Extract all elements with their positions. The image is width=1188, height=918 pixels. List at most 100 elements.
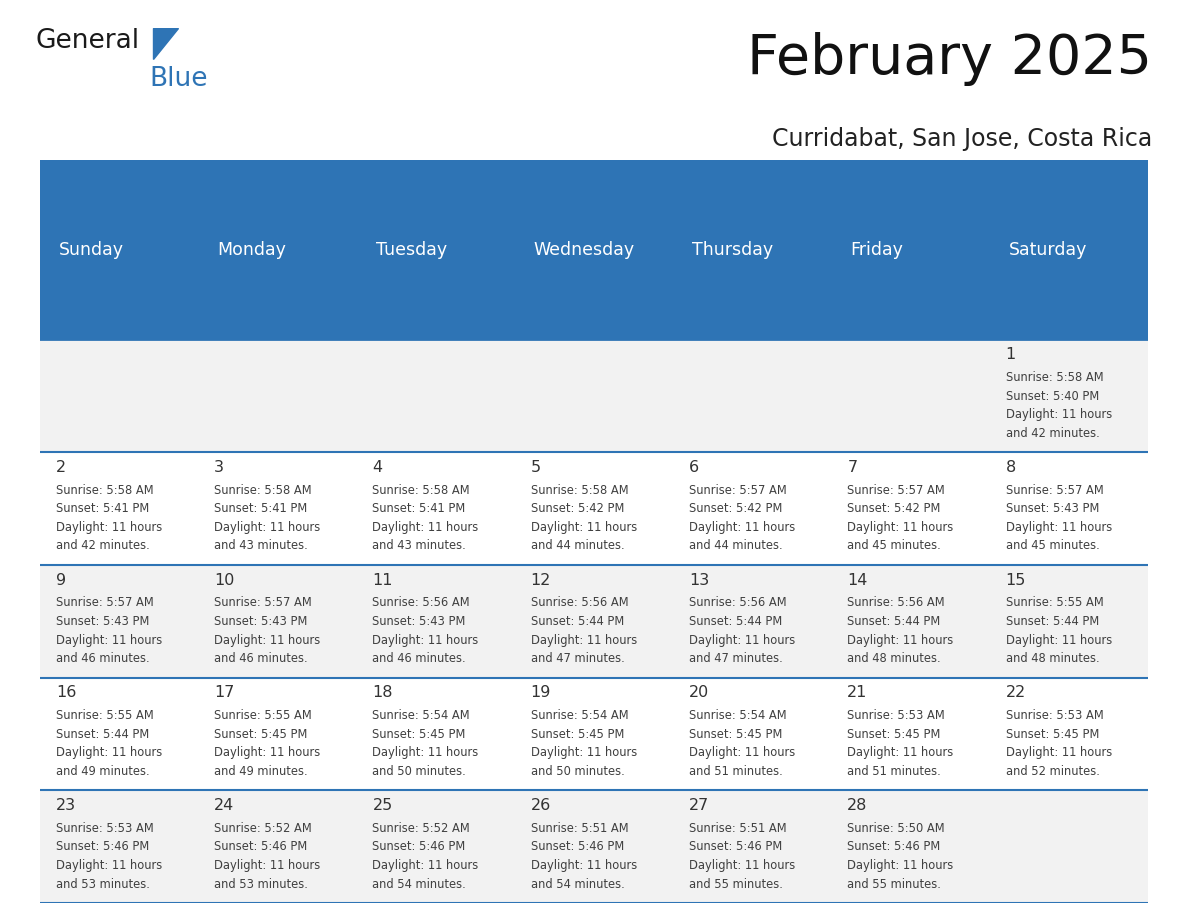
Text: Sunrise: 5:55 AM: Sunrise: 5:55 AM — [56, 709, 153, 722]
Text: 24: 24 — [214, 798, 234, 813]
Text: Sunrise: 5:51 AM: Sunrise: 5:51 AM — [689, 822, 786, 834]
Text: 15: 15 — [1005, 573, 1026, 588]
Text: Sunset: 5:43 PM: Sunset: 5:43 PM — [214, 615, 308, 628]
Text: Sunrise: 5:58 AM: Sunrise: 5:58 AM — [372, 484, 470, 497]
Text: 6: 6 — [689, 460, 699, 475]
Text: 20: 20 — [689, 686, 709, 700]
Text: Sunrise: 5:52 AM: Sunrise: 5:52 AM — [372, 822, 470, 834]
Text: Daylight: 11 hours: Daylight: 11 hours — [372, 521, 479, 534]
Text: Sunset: 5:45 PM: Sunset: 5:45 PM — [1005, 728, 1099, 741]
Text: 4: 4 — [372, 460, 383, 475]
Text: Friday: Friday — [851, 241, 903, 259]
Text: and 43 minutes.: and 43 minutes. — [214, 540, 308, 553]
Text: Monday: Monday — [217, 241, 286, 259]
Text: 25: 25 — [372, 798, 393, 813]
Text: Daylight: 11 hours: Daylight: 11 hours — [847, 746, 954, 759]
Text: 2: 2 — [56, 460, 67, 475]
Text: 18: 18 — [372, 686, 393, 700]
Text: Daylight: 11 hours: Daylight: 11 hours — [531, 746, 637, 759]
Text: Daylight: 11 hours: Daylight: 11 hours — [1005, 746, 1112, 759]
Text: Daylight: 11 hours: Daylight: 11 hours — [214, 521, 321, 534]
Text: Wednesday: Wednesday — [533, 241, 634, 259]
Text: Daylight: 11 hours: Daylight: 11 hours — [372, 633, 479, 646]
Text: Sunrise: 5:53 AM: Sunrise: 5:53 AM — [1005, 709, 1104, 722]
Text: Sunrise: 5:58 AM: Sunrise: 5:58 AM — [531, 484, 628, 497]
Text: Sunday: Sunday — [59, 241, 124, 259]
Text: 3: 3 — [214, 460, 225, 475]
Text: Sunrise: 5:51 AM: Sunrise: 5:51 AM — [531, 822, 628, 834]
Text: Sunrise: 5:54 AM: Sunrise: 5:54 AM — [531, 709, 628, 722]
Bar — [40, 340, 1148, 452]
Text: Daylight: 11 hours: Daylight: 11 hours — [1005, 409, 1112, 421]
Text: Daylight: 11 hours: Daylight: 11 hours — [372, 859, 479, 872]
Text: 26: 26 — [531, 798, 551, 813]
Text: and 53 minutes.: and 53 minutes. — [214, 878, 308, 890]
Text: Daylight: 11 hours: Daylight: 11 hours — [531, 521, 637, 534]
Text: Sunset: 5:42 PM: Sunset: 5:42 PM — [847, 502, 941, 515]
Text: and 49 minutes.: and 49 minutes. — [214, 765, 308, 778]
Text: 8: 8 — [1005, 460, 1016, 475]
Text: and 51 minutes.: and 51 minutes. — [689, 765, 783, 778]
Text: Sunset: 5:42 PM: Sunset: 5:42 PM — [531, 502, 624, 515]
Text: 12: 12 — [531, 573, 551, 588]
Text: Sunrise: 5:57 AM: Sunrise: 5:57 AM — [56, 597, 153, 610]
Text: Sunrise: 5:56 AM: Sunrise: 5:56 AM — [847, 597, 944, 610]
Text: Daylight: 11 hours: Daylight: 11 hours — [847, 633, 954, 646]
Text: Sunset: 5:44 PM: Sunset: 5:44 PM — [847, 615, 941, 628]
Text: and 44 minutes.: and 44 minutes. — [689, 540, 783, 553]
Text: Sunset: 5:44 PM: Sunset: 5:44 PM — [531, 615, 624, 628]
Text: 27: 27 — [689, 798, 709, 813]
Text: and 54 minutes.: and 54 minutes. — [372, 878, 466, 890]
Text: and 53 minutes.: and 53 minutes. — [56, 878, 150, 890]
Text: Sunset: 5:45 PM: Sunset: 5:45 PM — [214, 728, 308, 741]
Text: Sunrise: 5:57 AM: Sunrise: 5:57 AM — [689, 484, 786, 497]
Text: 16: 16 — [56, 686, 76, 700]
Text: 22: 22 — [1005, 686, 1025, 700]
Text: Sunset: 5:46 PM: Sunset: 5:46 PM — [56, 841, 148, 854]
Text: 13: 13 — [689, 573, 709, 588]
Text: Daylight: 11 hours: Daylight: 11 hours — [56, 521, 162, 534]
Text: Sunrise: 5:54 AM: Sunrise: 5:54 AM — [372, 709, 470, 722]
Text: Sunrise: 5:58 AM: Sunrise: 5:58 AM — [56, 484, 153, 497]
Text: and 44 minutes.: and 44 minutes. — [531, 540, 625, 553]
Text: Daylight: 11 hours: Daylight: 11 hours — [214, 633, 321, 646]
Text: Daylight: 11 hours: Daylight: 11 hours — [372, 746, 479, 759]
Text: Sunset: 5:45 PM: Sunset: 5:45 PM — [531, 728, 624, 741]
Bar — [40, 160, 1148, 340]
Text: and 43 minutes.: and 43 minutes. — [372, 540, 466, 553]
Text: 23: 23 — [56, 798, 76, 813]
Text: Sunset: 5:41 PM: Sunset: 5:41 PM — [56, 502, 148, 515]
Text: Sunset: 5:43 PM: Sunset: 5:43 PM — [1005, 502, 1099, 515]
Text: Sunset: 5:46 PM: Sunset: 5:46 PM — [372, 841, 466, 854]
Text: Sunrise: 5:57 AM: Sunrise: 5:57 AM — [847, 484, 944, 497]
Text: and 42 minutes.: and 42 minutes. — [1005, 427, 1099, 440]
Text: Sunrise: 5:52 AM: Sunrise: 5:52 AM — [214, 822, 312, 834]
Text: 21: 21 — [847, 686, 867, 700]
Text: Daylight: 11 hours: Daylight: 11 hours — [531, 633, 637, 646]
Text: and 46 minutes.: and 46 minutes. — [214, 652, 308, 666]
Text: Daylight: 11 hours: Daylight: 11 hours — [689, 746, 795, 759]
Text: Sunrise: 5:57 AM: Sunrise: 5:57 AM — [214, 597, 312, 610]
Text: Sunset: 5:46 PM: Sunset: 5:46 PM — [531, 841, 624, 854]
Bar — [40, 452, 1148, 565]
Text: General: General — [36, 28, 140, 53]
Text: Sunset: 5:44 PM: Sunset: 5:44 PM — [56, 728, 148, 741]
Text: Sunrise: 5:56 AM: Sunrise: 5:56 AM — [689, 597, 786, 610]
Text: and 55 minutes.: and 55 minutes. — [689, 878, 783, 890]
Text: Daylight: 11 hours: Daylight: 11 hours — [56, 633, 162, 646]
Text: Sunset: 5:45 PM: Sunset: 5:45 PM — [689, 728, 783, 741]
Text: Saturday: Saturday — [1009, 241, 1087, 259]
Text: Sunset: 5:44 PM: Sunset: 5:44 PM — [689, 615, 782, 628]
Text: and 50 minutes.: and 50 minutes. — [531, 765, 625, 778]
Text: 19: 19 — [531, 686, 551, 700]
Text: Thursday: Thursday — [693, 241, 773, 259]
Text: Sunrise: 5:56 AM: Sunrise: 5:56 AM — [372, 597, 470, 610]
Text: Blue: Blue — [150, 66, 208, 92]
Text: Sunrise: 5:56 AM: Sunrise: 5:56 AM — [531, 597, 628, 610]
Text: Daylight: 11 hours: Daylight: 11 hours — [531, 859, 637, 872]
Text: Daylight: 11 hours: Daylight: 11 hours — [1005, 633, 1112, 646]
Text: and 42 minutes.: and 42 minutes. — [56, 540, 150, 553]
Text: 5: 5 — [531, 460, 541, 475]
Text: and 49 minutes.: and 49 minutes. — [56, 765, 150, 778]
Text: 1: 1 — [1005, 347, 1016, 363]
